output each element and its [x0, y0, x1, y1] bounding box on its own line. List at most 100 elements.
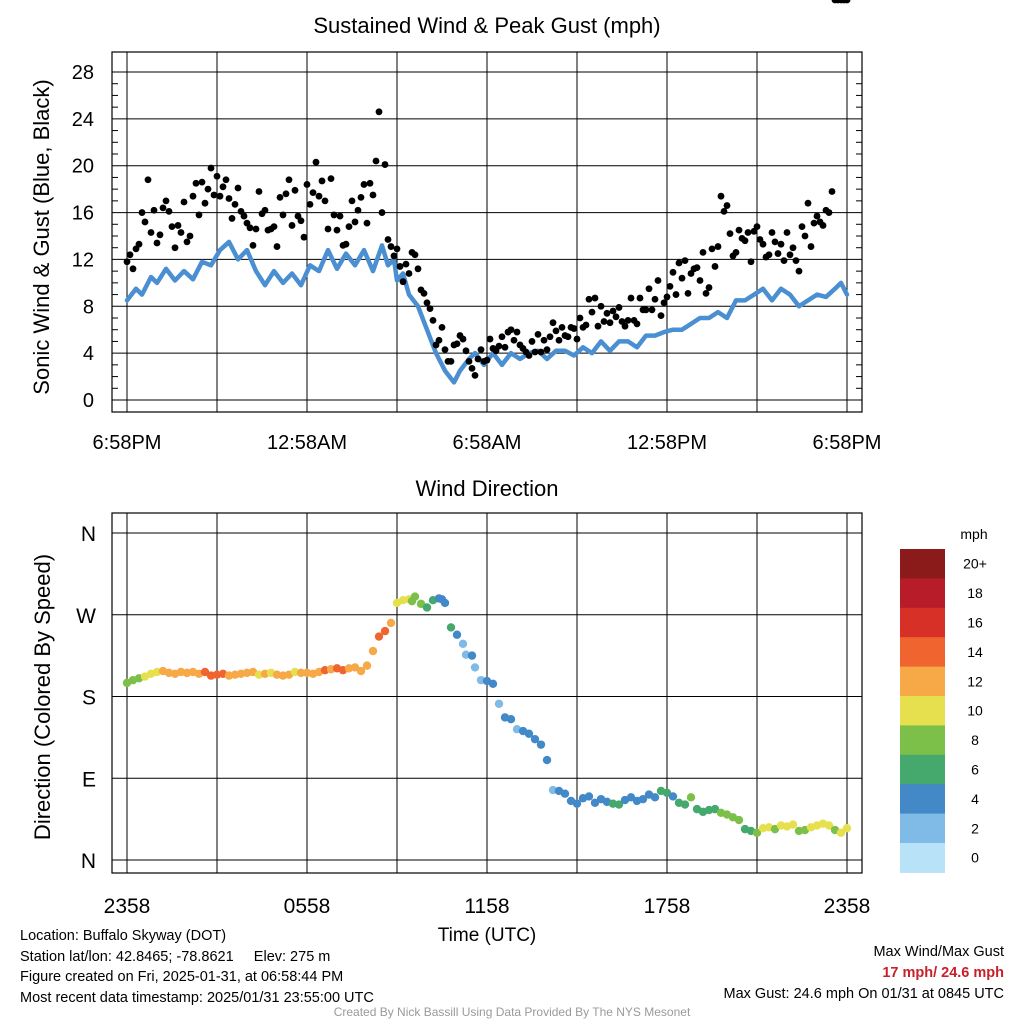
gust-point	[531, 348, 539, 356]
wind-speed-chart: 0 4 8 12 16 20 24 28 6:58PM 12:58AM 6:58AM 12:58PM 6…	[29, 0, 881, 454]
direction-point	[494, 699, 504, 708]
sustained-wind-line	[124, 239, 850, 385]
gust-point	[174, 222, 182, 229]
gust-point	[507, 326, 515, 334]
direction-point	[572, 799, 582, 808]
gust-point	[627, 294, 635, 302]
plot-frame	[111, 51, 863, 413]
x-tick-label: 6:58PM	[813, 432, 882, 454]
gust-point	[126, 251, 134, 259]
direction-point	[824, 821, 834, 830]
gust-point	[552, 327, 560, 335]
direction-point	[686, 793, 696, 802]
gust-point	[684, 290, 692, 297]
x-tick-label: 6:58PM	[93, 432, 162, 454]
x-tick-label: 2358	[824, 895, 871, 918]
colorbar-swatch	[900, 578, 945, 609]
gust-point	[471, 372, 479, 379]
gust-point	[735, 226, 743, 234]
gust-point	[558, 323, 566, 331]
direction-point	[638, 794, 648, 804]
colorbar-label: 0	[971, 850, 979, 866]
gust-point	[726, 230, 734, 238]
x-tick-label: 0558	[284, 895, 331, 918]
gust-point	[525, 352, 533, 359]
gust-point	[153, 239, 161, 247]
direction-point	[440, 598, 450, 608]
colorbar-title: mph	[960, 526, 987, 542]
direction-point	[374, 632, 384, 641]
gust-point	[219, 183, 227, 191]
gust-point	[615, 304, 623, 311]
gust-point	[645, 285, 653, 293]
elevation-text: Elev: 275 m	[253, 948, 331, 965]
gust-point	[252, 225, 260, 233]
speed-colorbar: mph 20+ 18 16 14 12 10 8 6 4 2 0	[900, 526, 988, 873]
plot-frame	[111, 512, 863, 874]
gust-point	[483, 356, 491, 364]
gust-point	[606, 319, 614, 327]
chart-title: Wind Direction	[415, 476, 558, 501]
gust-point	[672, 291, 680, 298]
gust-point	[549, 319, 557, 327]
direction-point	[668, 792, 678, 801]
gust-point	[150, 206, 158, 214]
gust-point	[321, 197, 329, 205]
direction-point	[467, 651, 477, 660]
gust-point	[405, 270, 413, 277]
colorbar-label: 4	[971, 791, 979, 807]
direction-point	[410, 592, 420, 601]
gust-point	[732, 249, 740, 256]
direction-point	[356, 666, 366, 676]
direction-point	[542, 755, 552, 765]
gust-point	[159, 204, 167, 212]
gust-point	[768, 229, 776, 236]
gust-point	[804, 199, 812, 207]
gust-point	[189, 192, 197, 200]
x-tick-label: 6:58AM	[453, 432, 522, 454]
y-tick-label: 8	[83, 296, 94, 318]
gust-point	[351, 218, 359, 226]
gust-point	[513, 328, 521, 336]
direction-point	[362, 661, 372, 670]
gust-point	[276, 193, 284, 201]
gust-point	[414, 265, 422, 273]
direction-point	[584, 792, 594, 801]
gust-point	[183, 238, 191, 246]
gust-point	[363, 219, 371, 227]
gust-point	[501, 343, 509, 351]
x-tick-label: 2358	[104, 895, 151, 918]
direction-point	[422, 603, 432, 612]
gust-point	[807, 243, 815, 250]
colorbar-label: 16	[967, 615, 983, 631]
gust-point	[420, 290, 428, 297]
station-info: Location: Buffalo Skyway (DOT) Station l…	[20, 926, 374, 1008]
gust-point	[789, 244, 797, 252]
gust-point	[447, 357, 455, 365]
direction-point	[842, 824, 852, 833]
x-tick-label: 12:58PM	[627, 432, 707, 454]
direction-point	[296, 668, 306, 678]
gust-point	[384, 236, 392, 243]
direction-point	[446, 623, 456, 632]
station-coords-text: Station lat/lon: 42.8465; -78.8621	[20, 948, 234, 965]
gust-point	[255, 188, 263, 195]
gust-point	[315, 192, 323, 200]
gust-point	[327, 175, 335, 183]
gust-point	[573, 335, 581, 343]
y-axis-label: Direction (Colored By Speed)	[30, 554, 55, 840]
gust-point	[402, 260, 410, 268]
gust-point	[282, 190, 290, 198]
gust-point	[228, 215, 236, 222]
gust-point	[759, 240, 767, 248]
gust-point	[705, 284, 713, 291]
gust-point	[540, 336, 548, 344]
y-tick-label: 20	[72, 156, 94, 178]
colorbar-swatch	[900, 549, 945, 579]
gust-point	[660, 299, 668, 307]
gust-point	[285, 176, 293, 184]
colorbar-swatch	[900, 696, 945, 726]
max-heading: Max Wind/Max Gust	[873, 944, 1004, 960]
colorbar-swatch	[900, 637, 945, 668]
gust-point	[666, 282, 674, 290]
